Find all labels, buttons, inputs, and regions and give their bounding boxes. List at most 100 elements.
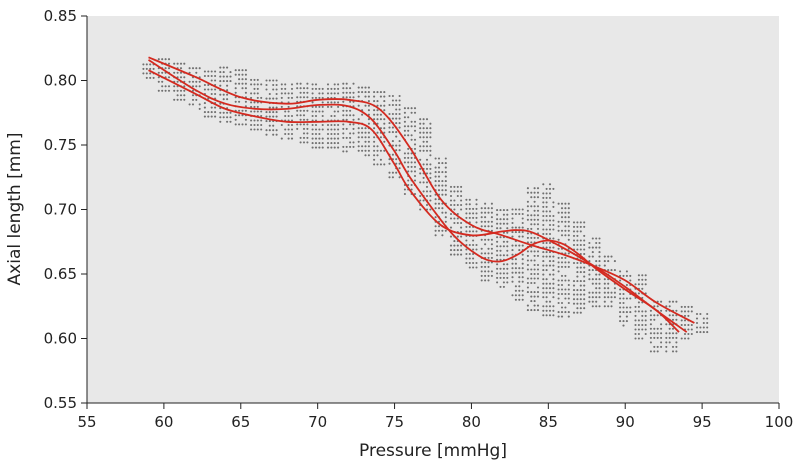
scatter-point	[514, 226, 517, 229]
scatter-point	[413, 165, 417, 168]
scatter-point	[238, 73, 241, 76]
scatter-point	[644, 332, 647, 336]
scatter-point	[419, 167, 422, 170]
scatter-point	[530, 309, 533, 312]
scatter-point	[314, 87, 318, 90]
scatter-point	[234, 69, 237, 72]
scatter-point	[275, 129, 278, 132]
scatter-point	[511, 253, 514, 256]
scatter-point	[548, 228, 552, 231]
scatter-point	[511, 249, 514, 252]
scatter-point	[583, 243, 586, 247]
scatter-point	[613, 260, 616, 263]
scatter-point	[576, 248, 579, 251]
scatter-point	[567, 292, 570, 296]
scatter-point	[472, 243, 475, 247]
scatter-point	[299, 123, 302, 126]
scatter-point	[564, 229, 567, 232]
scatter-point	[506, 222, 509, 225]
scatter-point	[506, 213, 509, 216]
scatter-point	[226, 75, 229, 78]
scatter-point	[268, 120, 271, 123]
scatter-point	[367, 154, 370, 157]
scatter-point	[226, 116, 229, 119]
scatter-point	[560, 207, 564, 210]
scatter-point	[683, 310, 687, 313]
scatter-point	[567, 238, 570, 241]
scatter-point	[526, 236, 529, 239]
scatter-point	[637, 301, 640, 304]
scatter-point	[536, 254, 540, 257]
scatter-point	[536, 227, 540, 230]
scatter-point	[183, 62, 186, 65]
scatter-point	[625, 270, 628, 273]
scatter-point	[653, 305, 656, 308]
scatter-point	[388, 112, 391, 116]
scatter-point	[429, 127, 432, 130]
scatter-point	[552, 223, 555, 227]
scatter-point	[583, 225, 586, 228]
scatter-point	[607, 255, 610, 258]
scatter-point	[449, 217, 453, 220]
scatter-point	[533, 254, 536, 257]
scatter-point	[260, 114, 263, 118]
scatter-point	[567, 288, 570, 291]
scatter-point	[321, 146, 324, 149]
scatter-point	[337, 87, 340, 90]
scatter-point	[256, 87, 259, 90]
scatter-point	[376, 104, 379, 107]
scatter-point	[422, 181, 425, 184]
scatter-point	[357, 140, 360, 143]
scatter-point	[653, 314, 656, 317]
scatter-point	[542, 296, 545, 299]
scatter-point	[219, 84, 222, 87]
scatter-point	[410, 165, 413, 168]
scatter-point	[434, 216, 437, 219]
scatter-point	[572, 302, 576, 305]
scatter-point	[280, 123, 283, 127]
scatter-point	[499, 258, 502, 261]
scatter-point	[548, 237, 552, 240]
scatter-point	[425, 136, 429, 139]
scatter-point	[502, 267, 505, 270]
scatter-point	[367, 91, 370, 94]
scatter-point	[665, 323, 668, 326]
scatter-point	[357, 149, 360, 152]
scatter-point	[619, 292, 622, 296]
scatter-point	[198, 67, 201, 70]
scatter-point	[330, 142, 333, 145]
scatter-point	[434, 229, 437, 232]
scatter-point	[425, 131, 429, 134]
scatter-point	[379, 149, 382, 152]
scatter-point	[342, 91, 345, 94]
scatter-point	[536, 218, 540, 221]
scatter-point	[244, 118, 247, 121]
scatter-point	[222, 80, 225, 83]
x-tick-label: 90	[616, 413, 635, 431]
scatter-point	[533, 214, 536, 217]
scatter-point	[403, 129, 406, 132]
scatter-point	[306, 123, 309, 126]
scatter-point	[333, 123, 336, 127]
scatter-point	[219, 102, 222, 105]
scatter-point	[318, 96, 321, 99]
scatter-point	[398, 126, 401, 129]
scatter-point	[444, 180, 447, 183]
scatter-point	[511, 280, 514, 283]
scatter-point	[530, 277, 533, 280]
scatter-point	[413, 129, 417, 132]
scatter-point	[613, 296, 616, 299]
scatter-point	[357, 145, 360, 148]
scatter-point	[214, 79, 217, 82]
scatter-point	[244, 78, 247, 81]
scatter-point	[410, 161, 413, 164]
scatter-point	[687, 310, 690, 313]
scatter-point	[403, 161, 406, 164]
scatter-point	[407, 165, 410, 168]
scatter-point	[429, 176, 432, 179]
scatter-point	[536, 214, 540, 217]
scatter-point	[367, 140, 370, 143]
scatter-point	[579, 311, 582, 314]
scatter-point	[349, 109, 352, 112]
scatter-point	[456, 244, 459, 247]
